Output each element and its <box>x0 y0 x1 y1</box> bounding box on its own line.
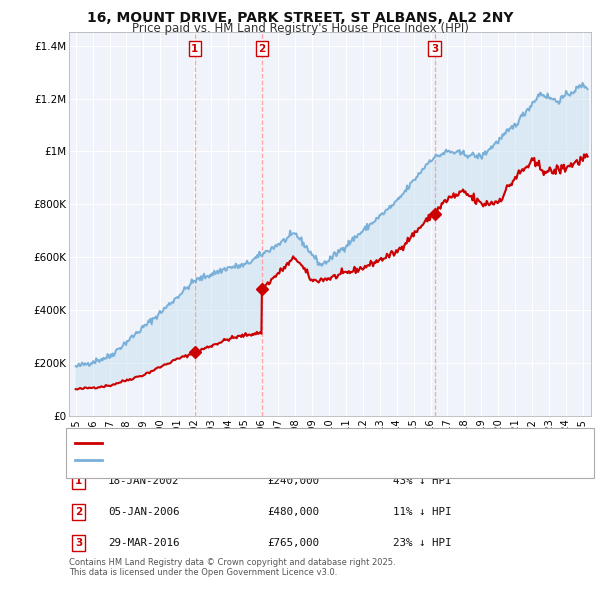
Text: 16, MOUNT DRIVE, PARK STREET, ST ALBANS, AL2 2NY: 16, MOUNT DRIVE, PARK STREET, ST ALBANS,… <box>87 11 513 25</box>
Text: 16, MOUNT DRIVE, PARK STREET, ST ALBANS, AL2 2NY (detached house): 16, MOUNT DRIVE, PARK STREET, ST ALBANS,… <box>108 438 471 447</box>
Text: £480,000: £480,000 <box>267 507 319 517</box>
Text: 43% ↓ HPI: 43% ↓ HPI <box>393 476 452 486</box>
Text: 2: 2 <box>75 507 82 517</box>
Text: Contains HM Land Registry data © Crown copyright and database right 2025.
This d: Contains HM Land Registry data © Crown c… <box>69 558 395 577</box>
Text: 1: 1 <box>75 476 82 486</box>
Text: £240,000: £240,000 <box>267 476 319 486</box>
Text: 29-MAR-2016: 29-MAR-2016 <box>108 539 179 548</box>
Text: 05-JAN-2006: 05-JAN-2006 <box>108 507 179 517</box>
Text: £765,000: £765,000 <box>267 539 319 548</box>
Text: HPI: Average price, detached house, St Albans: HPI: Average price, detached house, St A… <box>108 455 340 465</box>
Text: 2: 2 <box>258 44 266 54</box>
Text: 1: 1 <box>191 44 199 54</box>
Text: 3: 3 <box>75 539 82 548</box>
Text: Price paid vs. HM Land Registry's House Price Index (HPI): Price paid vs. HM Land Registry's House … <box>131 22 469 35</box>
Text: 23% ↓ HPI: 23% ↓ HPI <box>393 539 452 548</box>
Text: 18-JAN-2002: 18-JAN-2002 <box>108 476 179 486</box>
Text: 11% ↓ HPI: 11% ↓ HPI <box>393 507 452 517</box>
Text: 3: 3 <box>431 44 438 54</box>
